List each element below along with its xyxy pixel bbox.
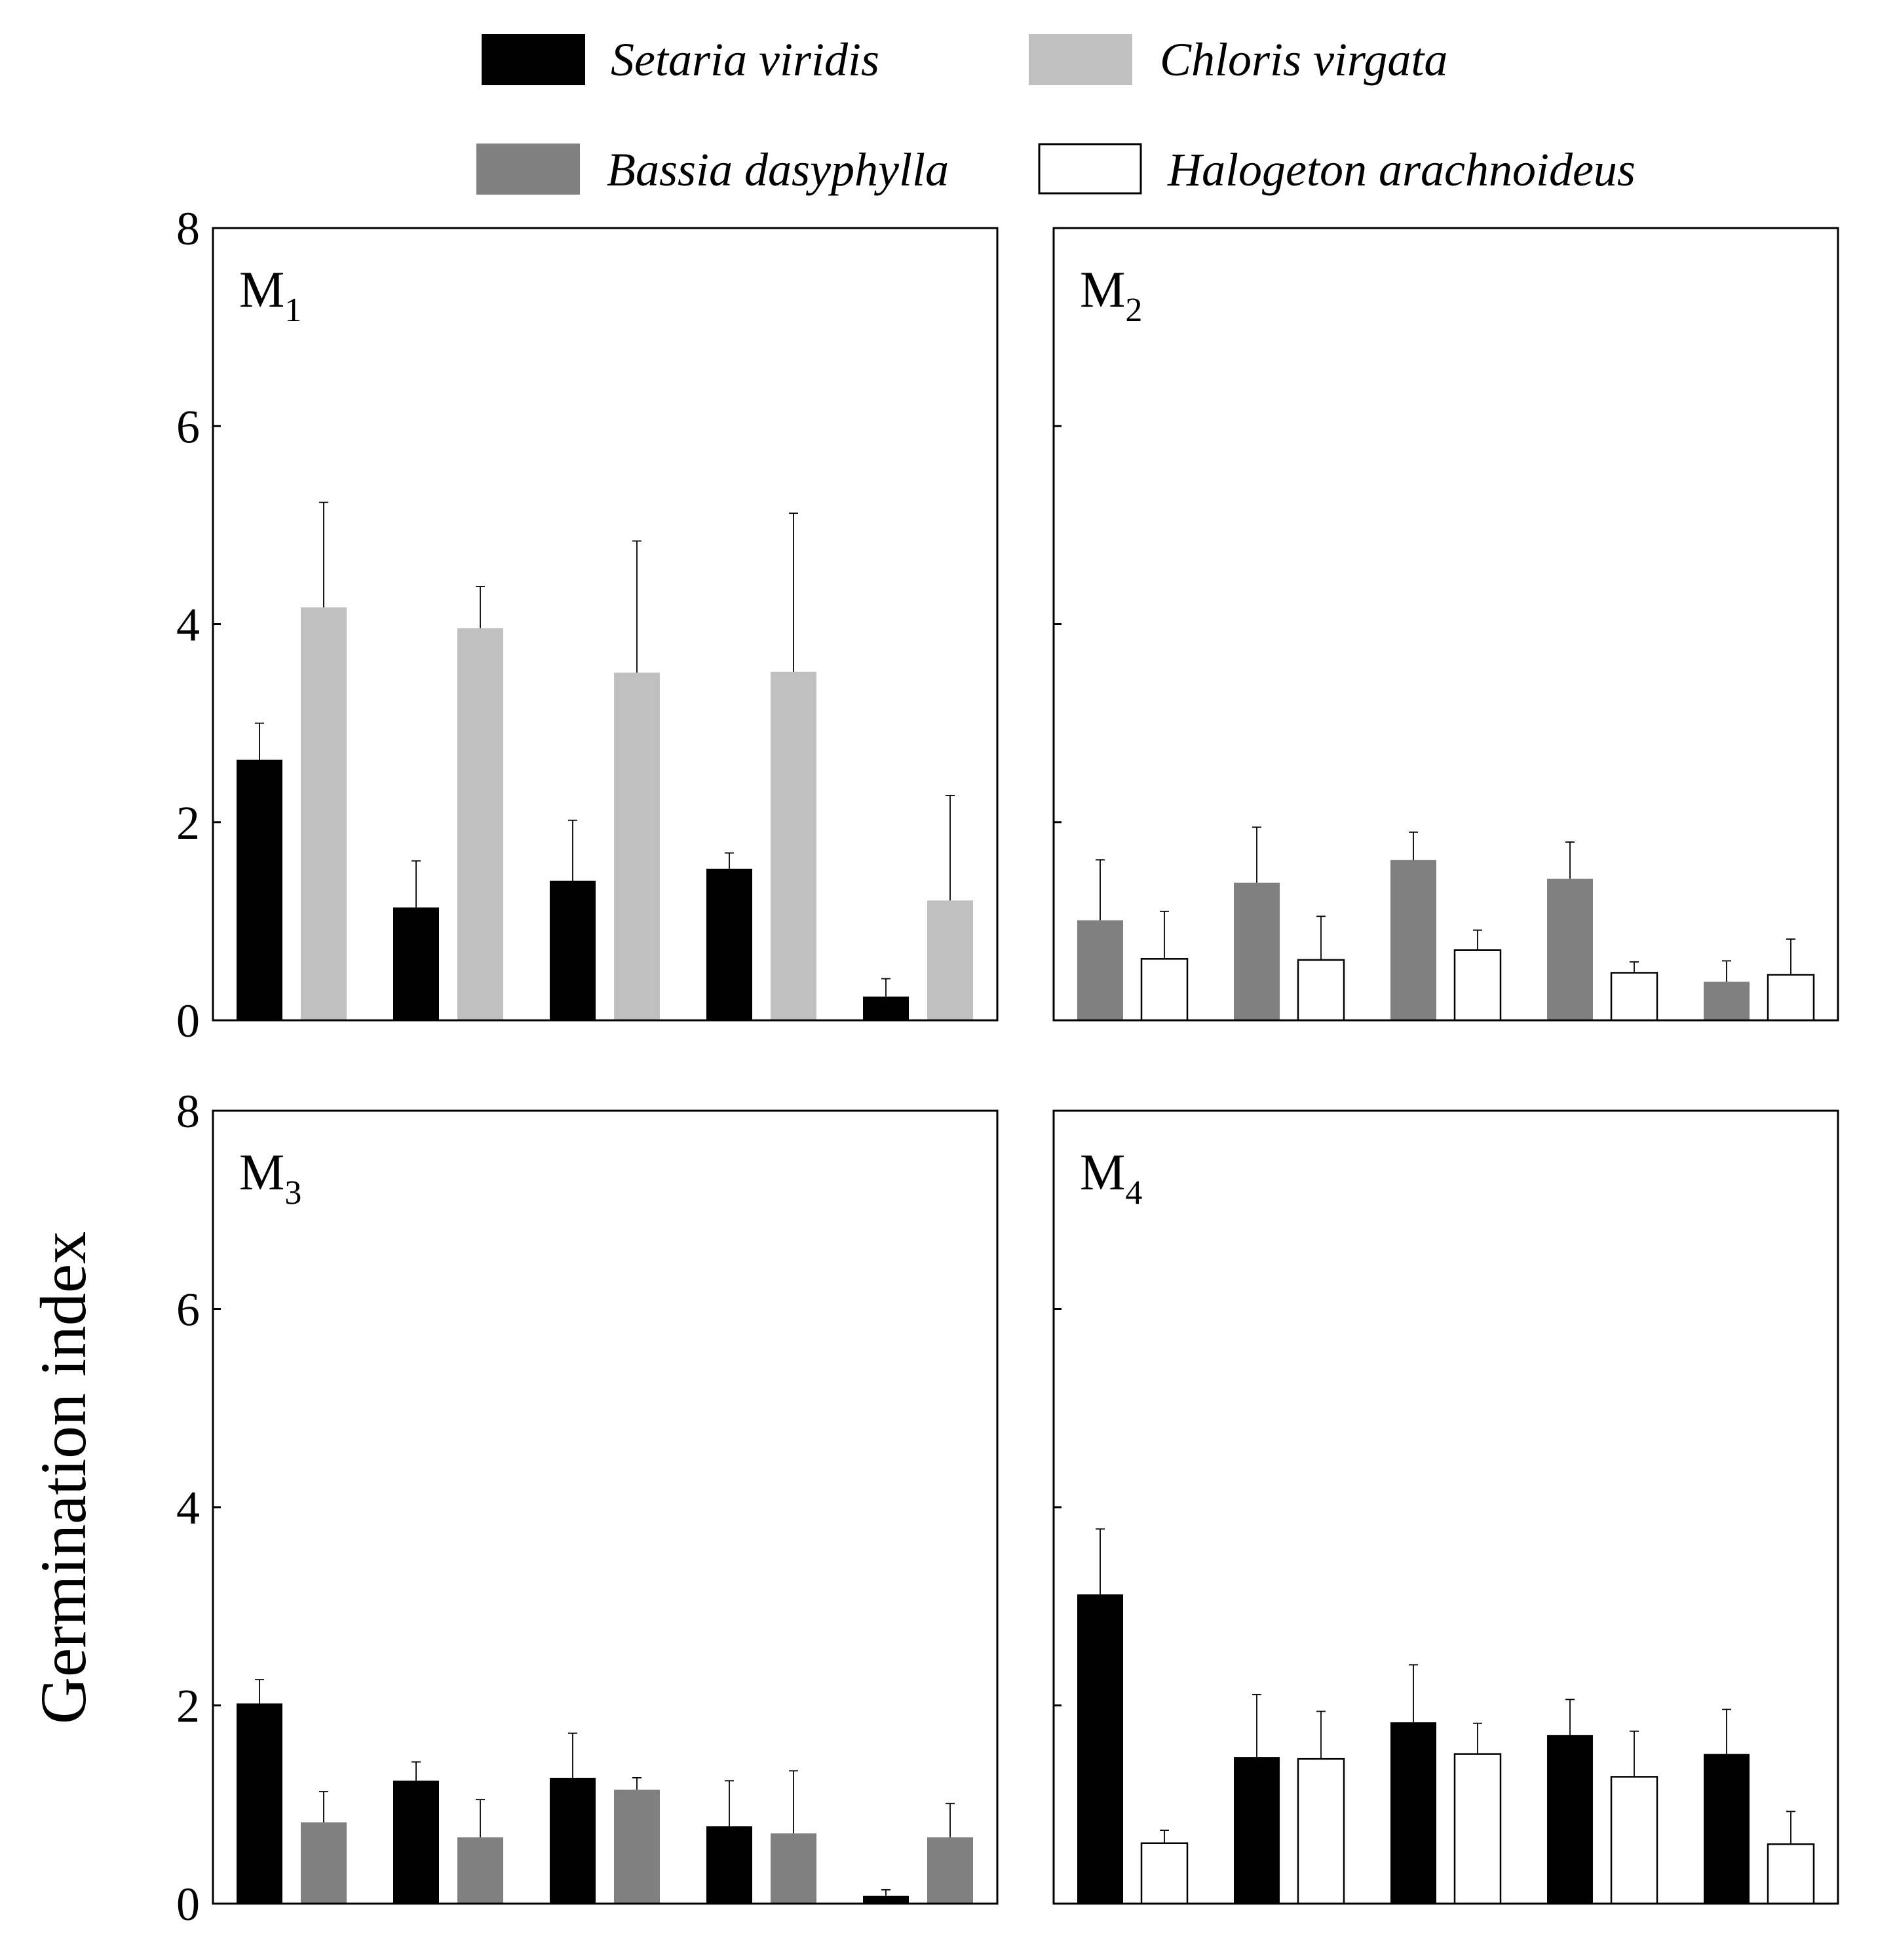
legend-swatch-chloris — [1029, 34, 1132, 85]
panel-3: 0 2 4 6 8 M3 — [176, 1085, 999, 1931]
legend-swatch-setaria — [482, 34, 585, 85]
panel-label-1: M1 — [239, 261, 301, 329]
bar-panel2-series1-group1 — [1077, 920, 1123, 1020]
panel-label-2: M2 — [1080, 261, 1142, 329]
bar-panel3-series1-group4 — [706, 1826, 752, 1904]
y-tick-label-panel1-6: 6 — [176, 400, 200, 453]
bar-panel1-series1-group4 — [706, 868, 752, 1020]
bar-panel2-series2-group3 — [1453, 949, 1502, 1022]
legend-label-setaria: Setaria viridis — [611, 33, 879, 86]
bar-panel1-series2-group2 — [457, 628, 503, 1020]
bar-panel1-series2-group3 — [614, 672, 660, 1020]
bar-panel4-series1-group3 — [1390, 1722, 1436, 1904]
bar-panel3-series2-group4 — [771, 1833, 816, 1904]
legend-label-bassia: Bassia dasyphylla — [607, 144, 949, 196]
legend-label-halogeton: Halogeton arachnoideus — [1167, 144, 1636, 196]
bar-panel3-series2-group1 — [301, 1822, 347, 1904]
panel-label-sub-3: 3 — [284, 1174, 301, 1212]
panel-label-sub-4: 4 — [1125, 1174, 1142, 1212]
bar-panel4-series1-group1 — [1077, 1594, 1123, 1904]
y-tick-label-panel3-2: 2 — [176, 1680, 200, 1733]
legend-swatch-bassia — [476, 144, 580, 195]
bar-panel2-series2-group1 — [1140, 958, 1189, 1022]
bar-panel2-series2-group5 — [1767, 974, 1815, 1022]
bar-panel4-series2-group4 — [1610, 1776, 1658, 1905]
bar-panel4-series2-group2 — [1297, 1758, 1345, 1905]
bar-panel1-series1-group1 — [237, 759, 282, 1020]
bar-panel4-series2-group5 — [1767, 1843, 1815, 1905]
bar-panel3-series1-group3 — [550, 1777, 596, 1904]
bar-panel3-series2-group2 — [457, 1837, 503, 1904]
legend: Setaria viridis Chloris virgata Bassia d… — [476, 33, 1636, 196]
bar-panel4-series2-group1 — [1140, 1842, 1189, 1905]
y-tick-label-panel3-4: 4 — [176, 1482, 200, 1534]
panel-frame-3 — [212, 1109, 999, 1905]
panel-label-sub-2: 2 — [1125, 292, 1142, 329]
panel-2: M2 — [1052, 227, 1839, 1022]
panel-frame-2 — [1052, 227, 1839, 1022]
bar-panel3-series1-group5 — [863, 1895, 909, 1904]
bar-panel4-series1-group2 — [1234, 1757, 1280, 1904]
panel-1: 0 2 4 6 8 M1 — [176, 202, 999, 1047]
bar-panel1-series1-group2 — [393, 907, 439, 1020]
panel-label-4: M4 — [1080, 1143, 1142, 1212]
bar-panel4-series1-group4 — [1547, 1735, 1593, 1904]
bar-panel3-series2-group5 — [927, 1837, 973, 1904]
bar-panel3-series2-group3 — [614, 1790, 660, 1904]
y-tick-label-panel1-2: 2 — [176, 797, 200, 849]
bar-panel2-series2-group4 — [1610, 972, 1658, 1022]
bar-panel2-series1-group3 — [1390, 860, 1436, 1020]
bar-panel1-series2-group4 — [771, 672, 816, 1020]
panel-label-sub-1: 1 — [284, 292, 301, 329]
bar-panel2-series1-group5 — [1704, 982, 1750, 1020]
panel-label-3: M3 — [239, 1143, 301, 1212]
bar-panel1-series2-group5 — [927, 900, 973, 1020]
y-tick-label-panel3-0: 0 — [176, 1878, 200, 1931]
bar-panel3-series1-group2 — [393, 1780, 439, 1904]
bar-panel1-series2-group1 — [301, 607, 347, 1020]
bar-panel2-series2-group2 — [1297, 959, 1345, 1022]
panel-4: M4 — [1052, 1109, 1839, 1905]
bar-panel1-series1-group3 — [550, 880, 596, 1020]
bar-panel2-series1-group4 — [1547, 878, 1593, 1020]
y-tick-label-panel1-4: 4 — [176, 599, 200, 651]
y-tick-label-panel1-0: 0 — [176, 995, 200, 1047]
legend-label-chloris: Chloris virgata — [1160, 33, 1447, 86]
bar-panel3-series1-group1 — [237, 1703, 282, 1904]
y-tick-label-panel1-8: 8 — [176, 202, 200, 255]
bar-panel4-series1-group5 — [1704, 1754, 1750, 1904]
legend-swatch-halogeton — [1038, 143, 1142, 195]
bar-panel2-series1-group2 — [1234, 882, 1280, 1020]
y-tick-label-panel3-8: 8 — [176, 1085, 200, 1138]
bar-panel4-series2-group3 — [1453, 1753, 1502, 1905]
y-axis-label: Germination index — [27, 1231, 100, 1725]
y-tick-label-panel3-6: 6 — [176, 1284, 200, 1336]
bar-panel1-series1-group5 — [863, 996, 909, 1020]
